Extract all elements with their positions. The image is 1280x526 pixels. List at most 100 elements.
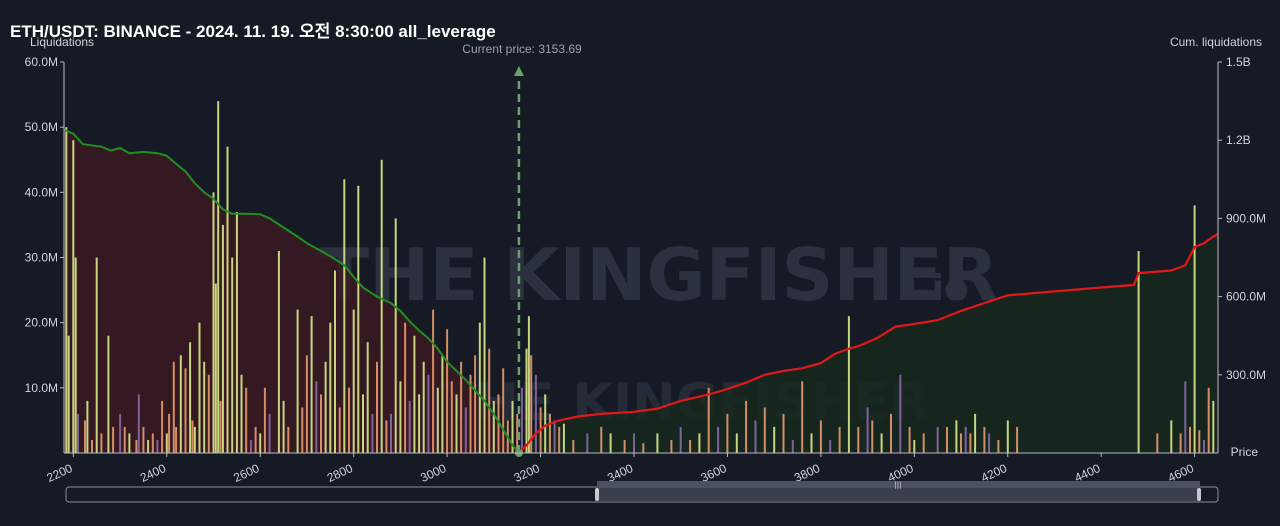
long-liquidation-bar xyxy=(151,433,154,453)
y-tick-label: 10.0M xyxy=(25,381,58,395)
current-price-arrow xyxy=(513,66,524,76)
long-liquidation-bar xyxy=(483,257,486,453)
short-liquidation-bar xyxy=(1179,433,1182,453)
long-liquidation-bar xyxy=(72,140,75,453)
y2-tick-label: 1.5B xyxy=(1226,55,1251,69)
long-liquidation-bar xyxy=(474,355,477,454)
long-liquidation-bar xyxy=(469,374,472,453)
long-liquidation-bar xyxy=(320,394,322,453)
long-liquidation-bar xyxy=(91,440,93,453)
scrollbar-right-handle[interactable] xyxy=(1197,488,1201,501)
watermark-suffix: .io xyxy=(918,268,969,309)
long-liquidation-bar xyxy=(366,342,369,453)
y-tick-label: 50.0M xyxy=(25,120,58,134)
long-liquidation-bar xyxy=(240,374,243,453)
scrollbar-selection[interactable] xyxy=(597,488,1200,501)
long-liquidation-bar xyxy=(123,426,126,453)
long-liquidation-bar xyxy=(259,433,262,453)
short-liquidation-bar xyxy=(908,426,911,453)
short-liquidation-bar xyxy=(707,387,710,453)
y2-tick-label: 900.0M xyxy=(1226,211,1266,225)
short-liquidation-bar xyxy=(936,426,939,453)
long-liquidation-bar xyxy=(301,407,304,453)
long-liquidation-bar xyxy=(464,407,467,453)
long-liquidation-bar xyxy=(86,400,89,453)
long-liquidation-bar xyxy=(161,400,164,453)
short-liquidation-bar xyxy=(656,433,659,453)
long-liquidation-bar xyxy=(338,407,341,453)
long-liquidation-bar xyxy=(287,426,290,453)
short-liquidation-bar xyxy=(810,433,813,453)
long-liquidation-bar xyxy=(191,420,194,453)
long-liquidation-bar xyxy=(193,426,196,453)
long-liquidation-bar xyxy=(84,420,86,453)
short-liquidation-bar xyxy=(698,433,701,453)
scrollbar-selection-top[interactable] xyxy=(597,481,1200,489)
long-liquidation-bar xyxy=(394,218,397,453)
short-liquidation-bar xyxy=(801,381,804,453)
long-liquidation-bar xyxy=(168,413,171,453)
long-liquidation-bar xyxy=(371,413,374,453)
long-liquidation-bar xyxy=(226,146,229,453)
long-liquidation-bar xyxy=(418,394,421,453)
long-liquidation-bar xyxy=(310,316,313,453)
long-liquidation-bar xyxy=(107,335,110,453)
short-liquidation-bar xyxy=(922,433,925,453)
long-liquidation-bar xyxy=(100,433,103,453)
long-liquidation-bar xyxy=(329,322,332,453)
short-liquidation-bar xyxy=(1156,433,1159,453)
y-tick-label: 40.0M xyxy=(25,185,58,199)
long-liquidation-bar xyxy=(380,159,383,454)
short-liquidation-bar xyxy=(955,420,958,453)
long-liquidation-bar xyxy=(212,192,215,454)
x-tick-label: 3200 xyxy=(512,461,542,485)
long-liquidation-bar xyxy=(254,426,257,453)
short-liquidation-bar xyxy=(1212,400,1215,453)
short-liquidation-bar xyxy=(544,394,547,453)
long-liquidation-bar xyxy=(147,440,150,453)
long-liquidation-bar xyxy=(221,224,224,453)
scrollbar-grip[interactable]: ||| xyxy=(894,481,901,489)
x-tick-label: 2600 xyxy=(231,461,261,485)
range-scrollbar[interactable]: ||| xyxy=(65,481,1219,503)
long-liquidation-bar xyxy=(249,440,252,453)
long-liquidation-bar xyxy=(175,426,178,453)
long-liquidation-bar xyxy=(324,361,327,453)
short-liquidation-bar xyxy=(633,433,635,453)
short-liquidation-bar xyxy=(960,433,962,453)
long-liquidation-bar xyxy=(296,309,299,453)
chart-title: ETH/USDT: BINANCE - 2024. 11. 19. 오전 8:3… xyxy=(10,22,496,41)
long-liquidation-bar xyxy=(488,348,491,453)
short-liquidation-bar xyxy=(782,413,785,453)
long-liquidation-bar xyxy=(343,179,346,454)
short-liquidation-bar xyxy=(1198,430,1201,453)
long-liquidation-bar xyxy=(436,387,439,453)
short-liquidation-bar xyxy=(983,426,986,453)
long-liquidation-bar xyxy=(128,433,131,453)
long-liquidation-bar xyxy=(172,361,175,453)
y-axis-title: Liquidations xyxy=(30,35,94,49)
scrollbar-left-handle[interactable] xyxy=(595,488,599,501)
short-liquidation-bar xyxy=(745,400,748,453)
short-liquidation-bar xyxy=(1203,440,1205,453)
short-liquidation-bar xyxy=(913,440,916,453)
long-liquidation-bar xyxy=(65,127,68,453)
long-liquidation-bar xyxy=(119,413,122,453)
x-tick-label: 3000 xyxy=(418,461,448,485)
long-liquidation-bar xyxy=(404,322,407,453)
y2-tick-label: 600.0M xyxy=(1226,290,1266,304)
short-liquidation-bar xyxy=(586,433,589,453)
short-liquidation-bar xyxy=(558,426,561,453)
short-liquidation-bar xyxy=(969,433,972,453)
long-liquidation-bar xyxy=(376,361,378,453)
long-liquidation-bar xyxy=(450,381,453,453)
short-liquidation-bar xyxy=(726,413,729,453)
long-liquidation-bar xyxy=(203,361,206,453)
short-liquidation-bar xyxy=(1184,381,1187,453)
long-liquidation-bar xyxy=(427,374,430,453)
short-liquidation-bar xyxy=(735,433,738,453)
long-liquidation-bar xyxy=(446,329,449,453)
short-liquidation-bar xyxy=(829,440,832,453)
short-liquidation-bar xyxy=(553,420,556,453)
long-liquidation-bar xyxy=(95,257,98,453)
